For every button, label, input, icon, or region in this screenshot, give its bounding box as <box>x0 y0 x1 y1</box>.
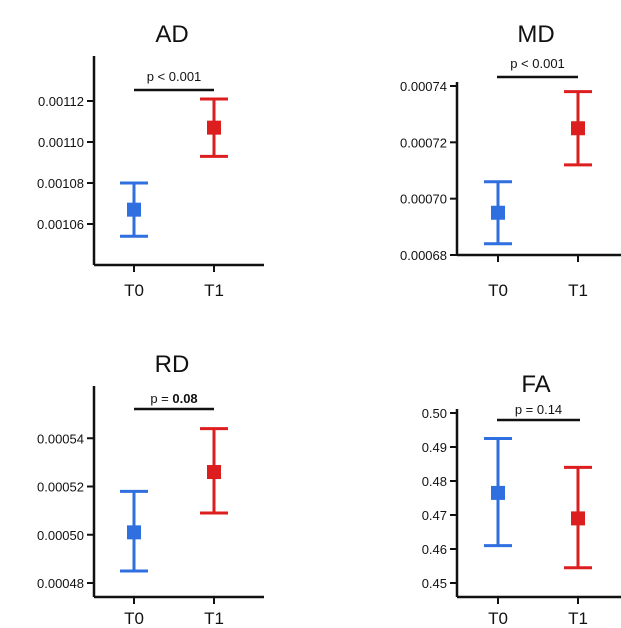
x-tick-label: T0 <box>124 281 144 300</box>
x-tick-label: T1 <box>204 281 224 300</box>
chart-panel-ad: AD 0.00106 0.00108 0.00110 0.00112 T0 T1 p < 0.… <box>37 21 264 300</box>
chart-panel-rd: RD 0.00048 0.00050 0.00052 0.00054 T0 T1 p = 0.… <box>37 351 264 628</box>
data-point-t1 <box>571 511 585 525</box>
p-value-label: p < 0.001 <box>147 69 202 84</box>
x-tick-label: T1 <box>204 609 224 628</box>
y-tick-label: 0.00106 <box>37 217 84 232</box>
y-tick-label: 0.50 <box>422 406 447 421</box>
y-tick-label: 0.00110 <box>38 135 84 150</box>
y-tick-label: 0.45 <box>422 576 447 591</box>
y-tick-label: 0.00048 <box>37 576 84 591</box>
p-value-label: p = 0.08 <box>150 391 197 406</box>
data-point-t0 <box>491 486 505 500</box>
p-value-number: 0.08 <box>172 391 197 406</box>
x-tick-label: T0 <box>488 609 508 628</box>
data-point-t0 <box>491 206 505 220</box>
p-value-label: p < 0.001 <box>510 56 565 71</box>
chart-title: RD <box>155 351 190 378</box>
chart-panel-fa: FA 0.45 0.46 0.47 0.48 0.49 0.50 T0 T1 p = 0.14 <box>422 371 621 628</box>
y-tick-label: 0.46 <box>422 542 447 557</box>
x-tick-label: T1 <box>568 609 588 628</box>
x-tick-label: T0 <box>124 609 144 628</box>
y-tick-label: 0.48 <box>422 474 447 489</box>
y-tick-label: 0.00108 <box>37 176 84 191</box>
y-tick-label: 0.00068 <box>400 248 447 263</box>
data-point-t1 <box>207 121 221 135</box>
x-tick-label: T0 <box>488 281 508 300</box>
data-point-t0 <box>127 203 141 217</box>
y-tick-label: 0.00074 <box>400 79 447 94</box>
data-point-t1 <box>571 121 585 135</box>
y-tick-label: 0.00070 <box>400 192 447 207</box>
y-tick-label: 0.00054 <box>37 431 84 446</box>
data-point-t1 <box>207 465 221 479</box>
y-tick-label: 0.00112 <box>38 94 84 109</box>
x-tick-label: T1 <box>568 281 588 300</box>
y-tick-label: 0.00072 <box>400 135 447 150</box>
data-point-t0 <box>127 525 141 539</box>
p-value-label: p = 0.14 <box>515 402 562 417</box>
chart-title: AD <box>155 21 188 48</box>
chart-title: FA <box>521 371 550 398</box>
y-tick-label: 0.47 <box>422 508 447 523</box>
y-tick-label: 0.00050 <box>37 528 84 543</box>
chart-title: MD <box>517 21 554 48</box>
y-tick-label: 0.00052 <box>37 480 84 495</box>
chart-panel-md: MD 0.00068 0.00070 0.00072 0.00074 T0 T1 p < 0.… <box>400 21 621 300</box>
y-tick-label: 0.49 <box>422 440 447 455</box>
